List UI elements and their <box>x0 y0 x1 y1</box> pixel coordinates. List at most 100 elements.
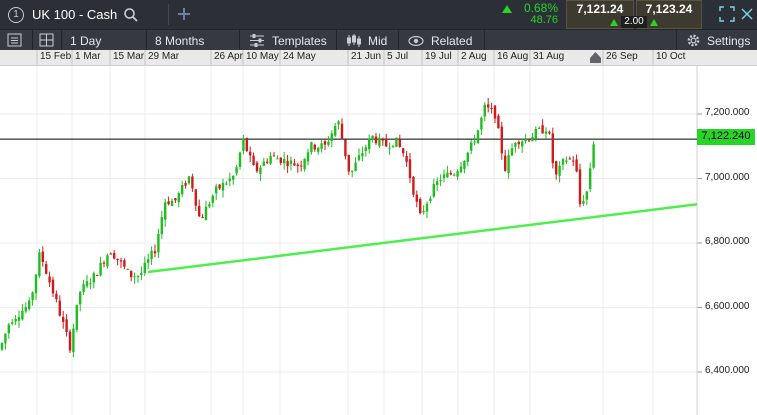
candle-body <box>85 281 89 287</box>
price-type-button[interactable]: Mid <box>346 30 387 51</box>
candle-body <box>337 121 340 125</box>
candle-body <box>113 253 116 259</box>
scroll-marker-icon[interactable] <box>589 51 602 64</box>
change-box: 0.68% 48.76 <box>488 0 564 29</box>
search-icon[interactable] <box>123 7 139 23</box>
date-label: 10 May <box>246 51 279 62</box>
interval-selector[interactable]: 1 Day <box>70 33 102 48</box>
candle-body <box>55 293 58 300</box>
candle-body <box>412 176 415 195</box>
candle-body <box>82 284 85 292</box>
candle-body <box>490 107 493 109</box>
candle-body <box>388 147 391 149</box>
candle-body <box>340 123 344 140</box>
close-icon[interactable] <box>740 6 754 22</box>
candle-body <box>378 137 381 147</box>
candle-body <box>38 252 41 277</box>
candle-body <box>242 138 245 151</box>
candle-body <box>4 333 7 344</box>
candle-body <box>194 189 197 206</box>
candle-body <box>147 259 150 263</box>
instrument-header: 1 UK 100 - Cash 0.68% 48.76 7,121.24 7,1… <box>0 0 757 29</box>
candle-body <box>432 184 435 197</box>
date-label: 19 Jul <box>425 51 452 62</box>
range-selector[interactable]: 8 Months <box>155 33 205 48</box>
candle-body <box>300 165 303 167</box>
candle-body <box>89 283 92 285</box>
current-price-label: 7,122.240 <box>697 129 755 145</box>
candle-body <box>198 205 201 217</box>
price-label: 7,000.000 <box>705 171 750 183</box>
candle-body <box>164 202 167 220</box>
layout-icon[interactable] <box>39 33 55 48</box>
candle-body <box>470 142 473 151</box>
price-chart[interactable]: 7,200.000 7,000.000 6,800.000 6,600.000 6,40… <box>0 66 757 415</box>
date-label: 29 Mar <box>148 51 180 62</box>
candle-body <box>344 139 347 157</box>
candle-body <box>504 155 507 171</box>
candle-body <box>561 159 565 165</box>
candle-body <box>48 276 51 283</box>
menu-icon[interactable] <box>7 33 23 48</box>
candle-body <box>442 174 446 179</box>
candle-body <box>221 182 225 191</box>
trendline[interactable] <box>147 203 698 274</box>
candle-body <box>21 310 24 320</box>
templates-button[interactable]: Templates <box>249 30 327 51</box>
candle-body <box>449 172 452 175</box>
candle-body <box>374 136 378 144</box>
candle-body <box>439 180 442 182</box>
candle-body <box>174 198 177 201</box>
candle-body <box>255 162 259 172</box>
candle-body <box>119 260 123 262</box>
candle-body <box>463 160 466 170</box>
candle-body <box>167 201 170 205</box>
candle-body <box>109 253 112 255</box>
candle-body <box>34 274 38 294</box>
candle-body <box>361 153 364 157</box>
candle-body <box>62 317 65 322</box>
candle-body <box>45 264 48 274</box>
candle-body <box>398 139 401 147</box>
candle-body <box>28 300 31 310</box>
ask-price-button[interactable]: 7,123.24 <box>636 0 702 29</box>
candle-body <box>497 115 500 129</box>
up-arrow-icon <box>502 5 512 13</box>
spread-indicator: 2.00 <box>603 16 665 28</box>
change-points: 48.76 <box>530 14 558 26</box>
candle-body <box>459 166 463 173</box>
chart-toolbar: 1 Day 8 Months Templates Mid Related Set… <box>0 29 757 51</box>
bid-price-button[interactable]: 7,121.24 <box>566 0 634 29</box>
date-label: 15 Feb <box>40 51 72 62</box>
candle-body <box>238 152 242 167</box>
candle-body <box>116 258 119 261</box>
candle-body <box>249 151 252 156</box>
candle-body <box>446 172 449 178</box>
candle-body <box>211 195 214 203</box>
candle-body <box>245 138 248 152</box>
candle-body <box>565 160 568 162</box>
candle-body <box>218 184 221 189</box>
candle-body <box>106 255 109 267</box>
date-label: 21 Jun <box>351 51 382 62</box>
add-tab-button[interactable] <box>176 4 192 24</box>
candle-body <box>75 304 78 330</box>
candle-body <box>51 279 55 294</box>
date-label: 5 Jul <box>387 51 409 62</box>
candle-body <box>517 141 520 145</box>
candle-body <box>252 155 255 166</box>
candle-body <box>286 160 289 167</box>
candle-body <box>415 194 418 202</box>
candle-body <box>279 157 282 164</box>
candle-body <box>568 158 571 160</box>
candle-body <box>160 217 163 234</box>
candle-body <box>126 268 129 270</box>
candle-body <box>306 152 310 162</box>
instrument-tab[interactable]: 1 UK 100 - Cash <box>0 0 166 29</box>
candle-body <box>402 148 405 154</box>
candle-body <box>157 233 160 253</box>
candle-body <box>72 328 75 353</box>
fullscreen-icon[interactable] <box>719 6 735 22</box>
settings-button[interactable]: Settings <box>686 30 750 51</box>
related-button[interactable]: Related <box>408 30 472 51</box>
